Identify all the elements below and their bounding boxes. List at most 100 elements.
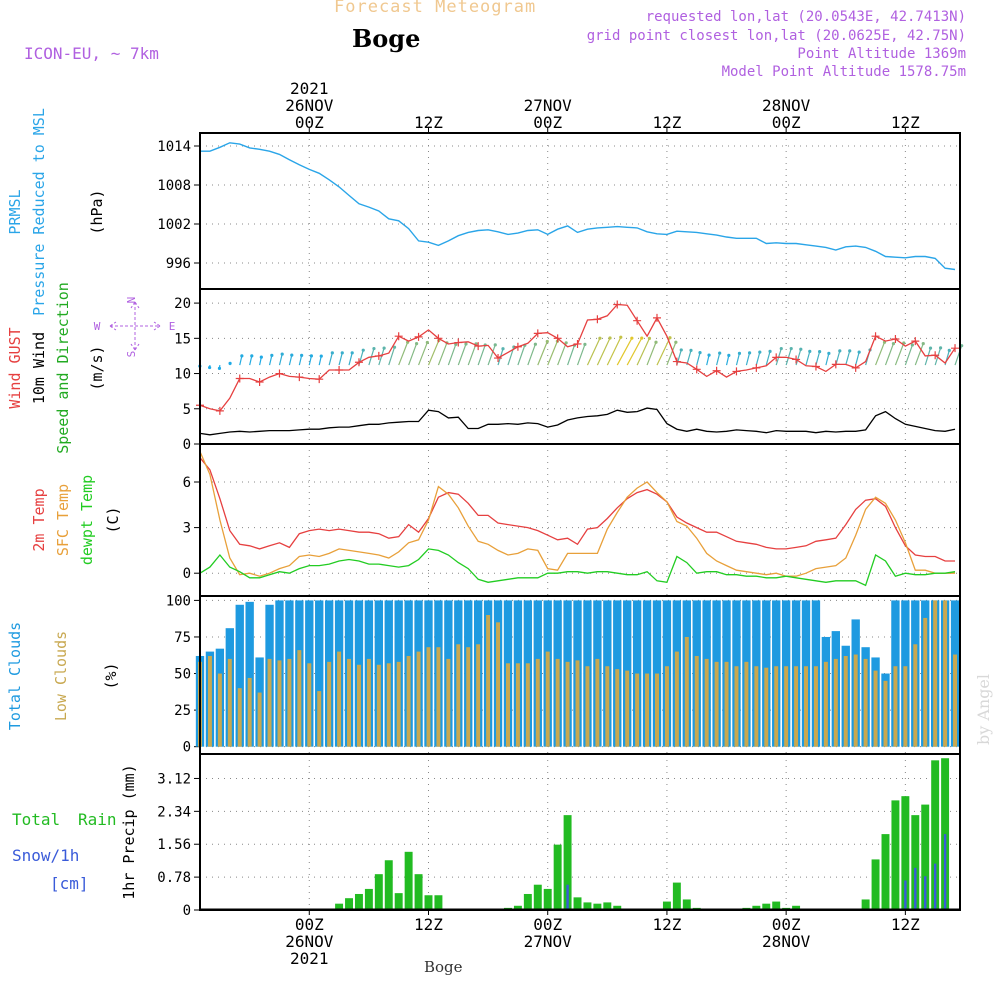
prmsl-label: PRMSL	[6, 189, 24, 234]
total-rain-label-a: Total	[12, 810, 60, 829]
wind-arrow-head	[598, 336, 602, 340]
rain-bar	[911, 815, 920, 910]
wind-gust-marker	[235, 374, 244, 383]
wind-gust-marker	[394, 332, 403, 341]
low-cloud-bar	[863, 658, 868, 747]
top-time-label: 28NOV	[762, 96, 811, 115]
speed-direction-label: Speed and Direction	[54, 282, 72, 454]
grid-point-coords: grid point closest lon,lat (20.0625E, 42…	[586, 28, 966, 44]
wind-gust-marker	[772, 353, 781, 362]
wind-gust-marker	[732, 367, 741, 376]
y-tick-label: 2.34	[157, 804, 191, 820]
wind-arrow	[467, 343, 477, 366]
low-cloud-bar	[217, 673, 222, 747]
low-cloud-bar	[347, 658, 352, 747]
wind-arrow	[716, 352, 721, 366]
wind-gust-marker	[613, 300, 622, 309]
wind-arrow	[656, 337, 671, 366]
wind-arrow-head	[679, 348, 683, 352]
wind-arrow	[815, 351, 821, 366]
prmsl-line	[200, 142, 956, 271]
rain-bar	[891, 800, 900, 910]
y-tick-label: 75	[174, 630, 191, 646]
wind-gust-marker	[931, 351, 940, 360]
wind-arrow-head	[758, 350, 762, 354]
wind-gust-marker	[374, 351, 383, 360]
top-time-label: 12Z	[891, 113, 920, 132]
rain-bar	[762, 903, 771, 910]
wind-arrow	[586, 337, 601, 366]
wind-arrow	[288, 354, 293, 366]
snow-bar	[904, 880, 907, 910]
wind-arrow	[636, 338, 650, 366]
compass-ew-arrow	[109, 321, 161, 331]
rain-bar	[861, 899, 870, 910]
precip-axis-label: 1hr Precip (mm)	[120, 764, 138, 899]
low-cloud-bar	[873, 670, 878, 747]
sfc-temp-label: SFC Temp	[54, 484, 72, 556]
wind-arrow-head	[928, 346, 933, 350]
rain-bar	[364, 888, 373, 910]
low-cloud-bar	[903, 666, 908, 747]
rain-bar	[921, 804, 930, 910]
wind-arrow	[924, 347, 932, 366]
snow-bar	[933, 863, 937, 910]
snow-bar	[924, 876, 927, 910]
wind-arrow-head	[630, 336, 634, 340]
wind-arrow-head	[737, 351, 742, 355]
wind-arrow-head	[668, 336, 672, 340]
y-tick-label: 100	[166, 593, 191, 609]
wind-arrow-head	[228, 361, 232, 365]
top-time-label: 2021	[290, 79, 329, 98]
wind-arrow	[765, 351, 771, 366]
low-cloud-bar	[297, 650, 302, 747]
low-cloud-bar	[734, 666, 739, 747]
wind-arrow-head	[545, 339, 549, 344]
wind-arrow-head	[818, 350, 822, 354]
wind-arrow	[457, 343, 467, 366]
wind-gust-marker	[811, 362, 820, 371]
low-cloud-bar	[933, 600, 938, 747]
rain-bar	[662, 901, 671, 910]
rain-bar	[881, 834, 890, 910]
wind-gust-marker	[911, 337, 920, 346]
rain-bar	[931, 760, 940, 910]
rain-bar	[543, 888, 552, 910]
bottom-time-label: 12Z	[652, 915, 681, 934]
low-cloud-bar	[794, 666, 799, 747]
compass-n: N	[125, 297, 138, 304]
low-cloud-bar	[406, 655, 411, 747]
rain-bar	[593, 903, 602, 910]
rain-bar	[752, 905, 761, 910]
rain-bar	[583, 902, 592, 910]
wind-gust-marker	[275, 369, 284, 378]
low-cloud-bar	[784, 666, 789, 747]
model-altitude: Model Point Altitude 1578.75m	[721, 64, 966, 80]
wind-gust-marker	[414, 332, 423, 341]
low-cloud-bar	[327, 661, 332, 747]
low-cloud-bar	[923, 617, 928, 747]
wind-gust-marker	[593, 315, 602, 324]
pressure-reduced-label: Pressure Reduced to MSL	[30, 108, 48, 316]
y-tick-label: 25	[174, 703, 191, 719]
wind-arrow	[884, 343, 895, 366]
top-time-label: 27NOV	[524, 96, 573, 115]
watermark: by Angel	[974, 673, 994, 746]
rain-bar	[553, 844, 562, 910]
wind-arrow	[825, 353, 830, 366]
low-cloud-bar	[366, 658, 371, 747]
low-cloud-bar	[237, 688, 242, 747]
bottom-time-label: 00Z	[533, 915, 562, 934]
wind-arrow-head	[340, 351, 344, 355]
wind-arrow	[298, 355, 303, 366]
rain-bar	[603, 902, 612, 910]
wind-gust-marker	[255, 378, 264, 386]
wind-arrow	[805, 351, 811, 366]
top-time-label: 00Z	[295, 113, 324, 132]
y-tick-label: 0	[183, 437, 191, 453]
low-cloud-bar	[664, 666, 669, 747]
snow-unit-label: [cm]	[50, 874, 89, 893]
requested-coords: requested lon,lat (20.0543E, 42.7413N)	[645, 9, 966, 25]
compass-s: S	[125, 351, 138, 358]
